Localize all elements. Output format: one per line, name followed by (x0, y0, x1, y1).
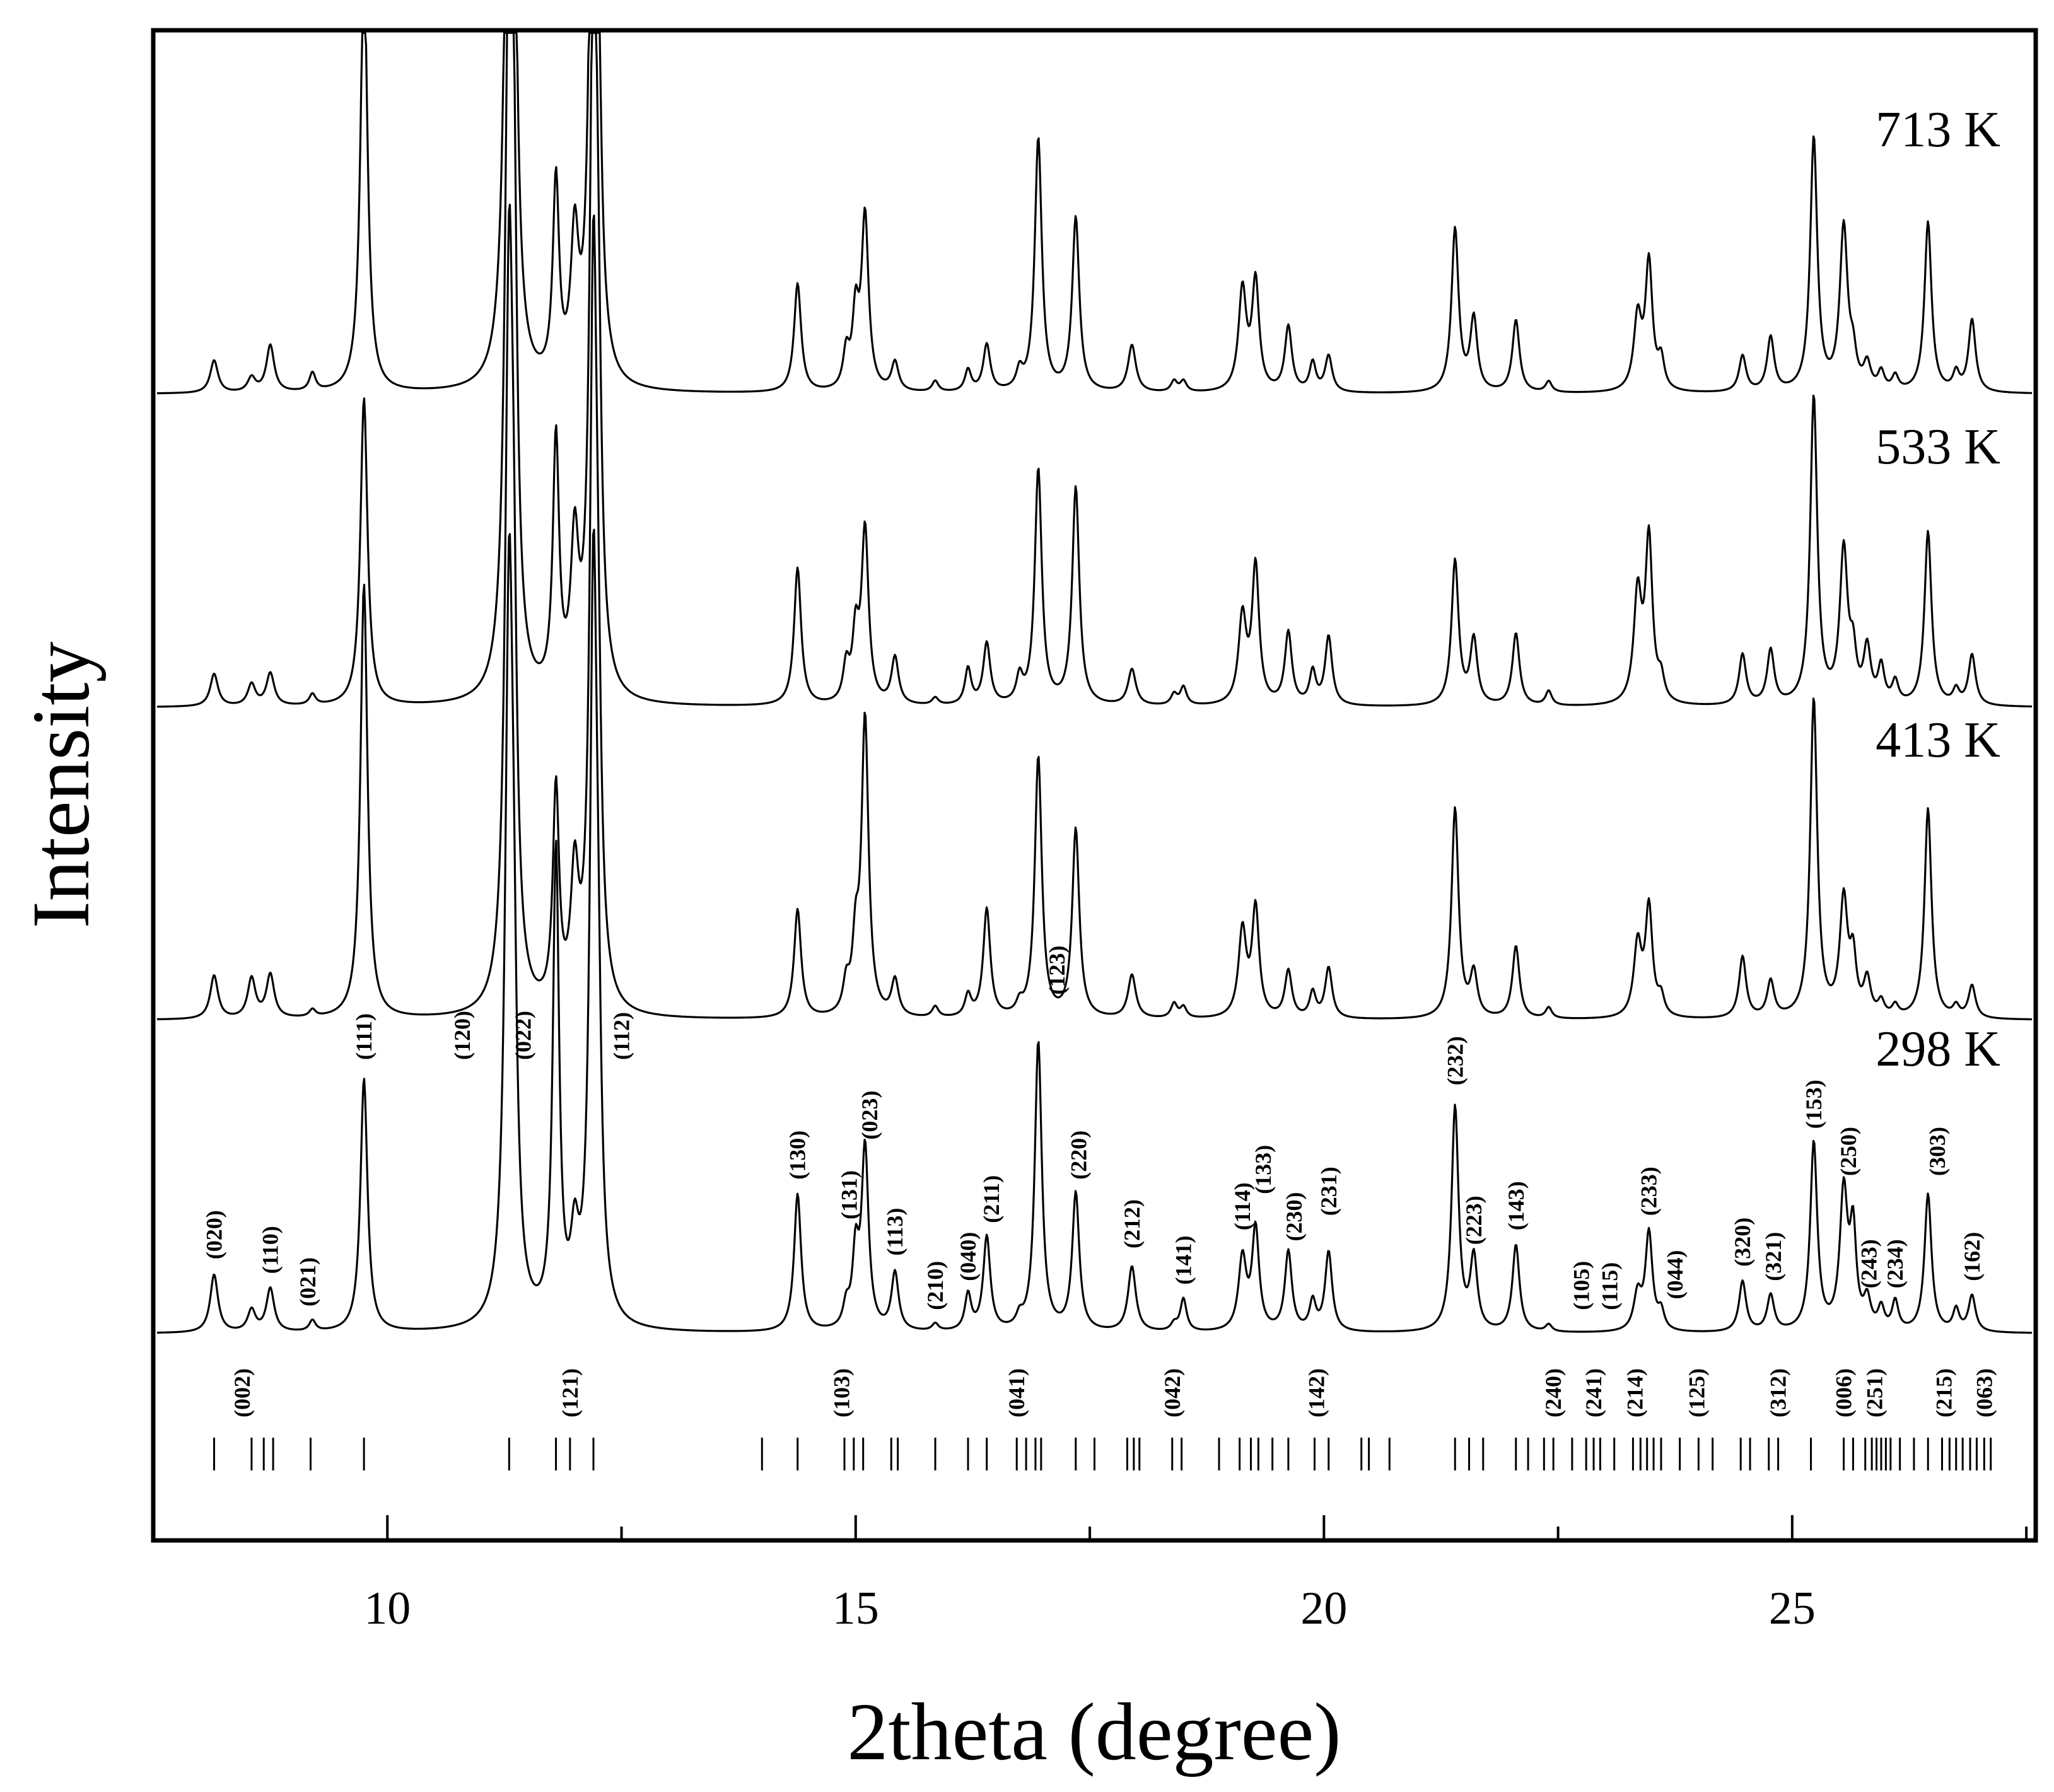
hkl-label: (103) (829, 1368, 855, 1417)
series-label: 298 K (1876, 1021, 2000, 1077)
hkl-label: (215) (1932, 1368, 1957, 1417)
hkl-label: (131) (836, 1170, 861, 1219)
hkl-label: (250) (1836, 1127, 1861, 1176)
hkl-label: (153) (1801, 1079, 1826, 1129)
series-label: 413 K (1876, 713, 2000, 768)
x-axis-label: 2theta (degree) (847, 1687, 1341, 1777)
hkl-label: (230) (1281, 1192, 1307, 1242)
hkl-label: (110) (258, 1226, 283, 1274)
hkl-label: (040) (955, 1232, 981, 1281)
x-axis-ticks: 10 15 20 25 (364, 1515, 2028, 1634)
diffraction-traces (156, 32, 2033, 1334)
hkl-label: (212) (1119, 1199, 1145, 1248)
hkl-label: (130) (785, 1131, 810, 1180)
hkl-label: (113) (882, 1208, 907, 1256)
hkl-label: (233) (1637, 1167, 1662, 1216)
hkl-label: (123) (1044, 946, 1070, 995)
hkl-label: (162) (1959, 1232, 1985, 1281)
hkl-label: (234) (1882, 1239, 1908, 1288)
reflection-ticks (213, 1438, 1992, 1470)
hkl-label: (210) (923, 1261, 948, 1310)
hkl-label: (211) (979, 1175, 1004, 1223)
series-line-413k (156, 204, 2033, 1021)
hkl-label: (115) (1597, 1262, 1622, 1310)
y-axis-label: Intensity (16, 642, 107, 929)
hkl-labels-upper: (020) (110) (021) (111) (120) (022) (112) (130)… (202, 946, 1985, 1310)
hkl-label: (223) (1461, 1196, 1486, 1245)
hkl-label: (240) (1541, 1368, 1566, 1417)
hkl-label: (141) (1171, 1236, 1196, 1285)
x-tick-label: 25 (1769, 1583, 1816, 1634)
hkl-label: (232) (1442, 1036, 1468, 1085)
plot-frame (151, 28, 2038, 1543)
hkl-label: (220) (1066, 1131, 1091, 1180)
hkl-label: (114) (1230, 1182, 1255, 1230)
hkl-label: (303) (1925, 1127, 1950, 1176)
hkl-label: (120) (450, 1011, 475, 1060)
series-label: 713 K (1876, 102, 2000, 158)
hkl-label: (006) (1831, 1368, 1857, 1417)
series-line-533k (156, 32, 2033, 708)
hkl-label: (111) (351, 1013, 376, 1060)
hkl-label: (133) (1251, 1145, 1276, 1194)
series-line-713k (156, 32, 2033, 395)
hkl-label: (121) (557, 1368, 583, 1417)
hkl-label: (020) (202, 1210, 227, 1259)
hkl-label: (321) (1761, 1232, 1786, 1281)
hkl-label: (044) (1662, 1250, 1688, 1300)
hkl-label: (143) (1503, 1181, 1529, 1230)
temperature-labels: 713 K 533 K 413 K 298 K (1876, 102, 2000, 1077)
hkl-label: (142) (1304, 1368, 1329, 1417)
hkl-label: (241) (1581, 1368, 1606, 1417)
hkl-label: (041) (1004, 1368, 1029, 1417)
hkl-label: (231) (1316, 1167, 1341, 1216)
hkl-label: (312) (1766, 1368, 1791, 1417)
hkl-label: (125) (1684, 1368, 1709, 1417)
hkl-label: (042) (1160, 1368, 1185, 1417)
hkl-label: (022) (511, 1011, 536, 1060)
hkl-label: (105) (1569, 1261, 1594, 1310)
hkl-label: (112) (609, 1012, 634, 1060)
hkl-labels-lower: (002) (121) (103) (041) (042) (142) (240) (241)… (230, 1368, 1997, 1417)
x-tick-label: 20 (1300, 1583, 1347, 1634)
x-tick-label: 15 (832, 1583, 879, 1634)
hkl-label: (021) (295, 1257, 320, 1306)
series-line-298k (156, 528, 2033, 1334)
x-tick-label: 10 (364, 1583, 411, 1634)
hkl-label: (320) (1730, 1218, 1755, 1267)
hkl-label: (243) (1857, 1239, 1882, 1288)
series-label: 533 K (1876, 419, 2000, 475)
hkl-label: (214) (1622, 1368, 1647, 1417)
hkl-label: (251) (1862, 1368, 1888, 1417)
hkl-label: (063) (1971, 1368, 1997, 1417)
hkl-label: (002) (230, 1368, 255, 1417)
hkl-label: (023) (857, 1091, 882, 1140)
